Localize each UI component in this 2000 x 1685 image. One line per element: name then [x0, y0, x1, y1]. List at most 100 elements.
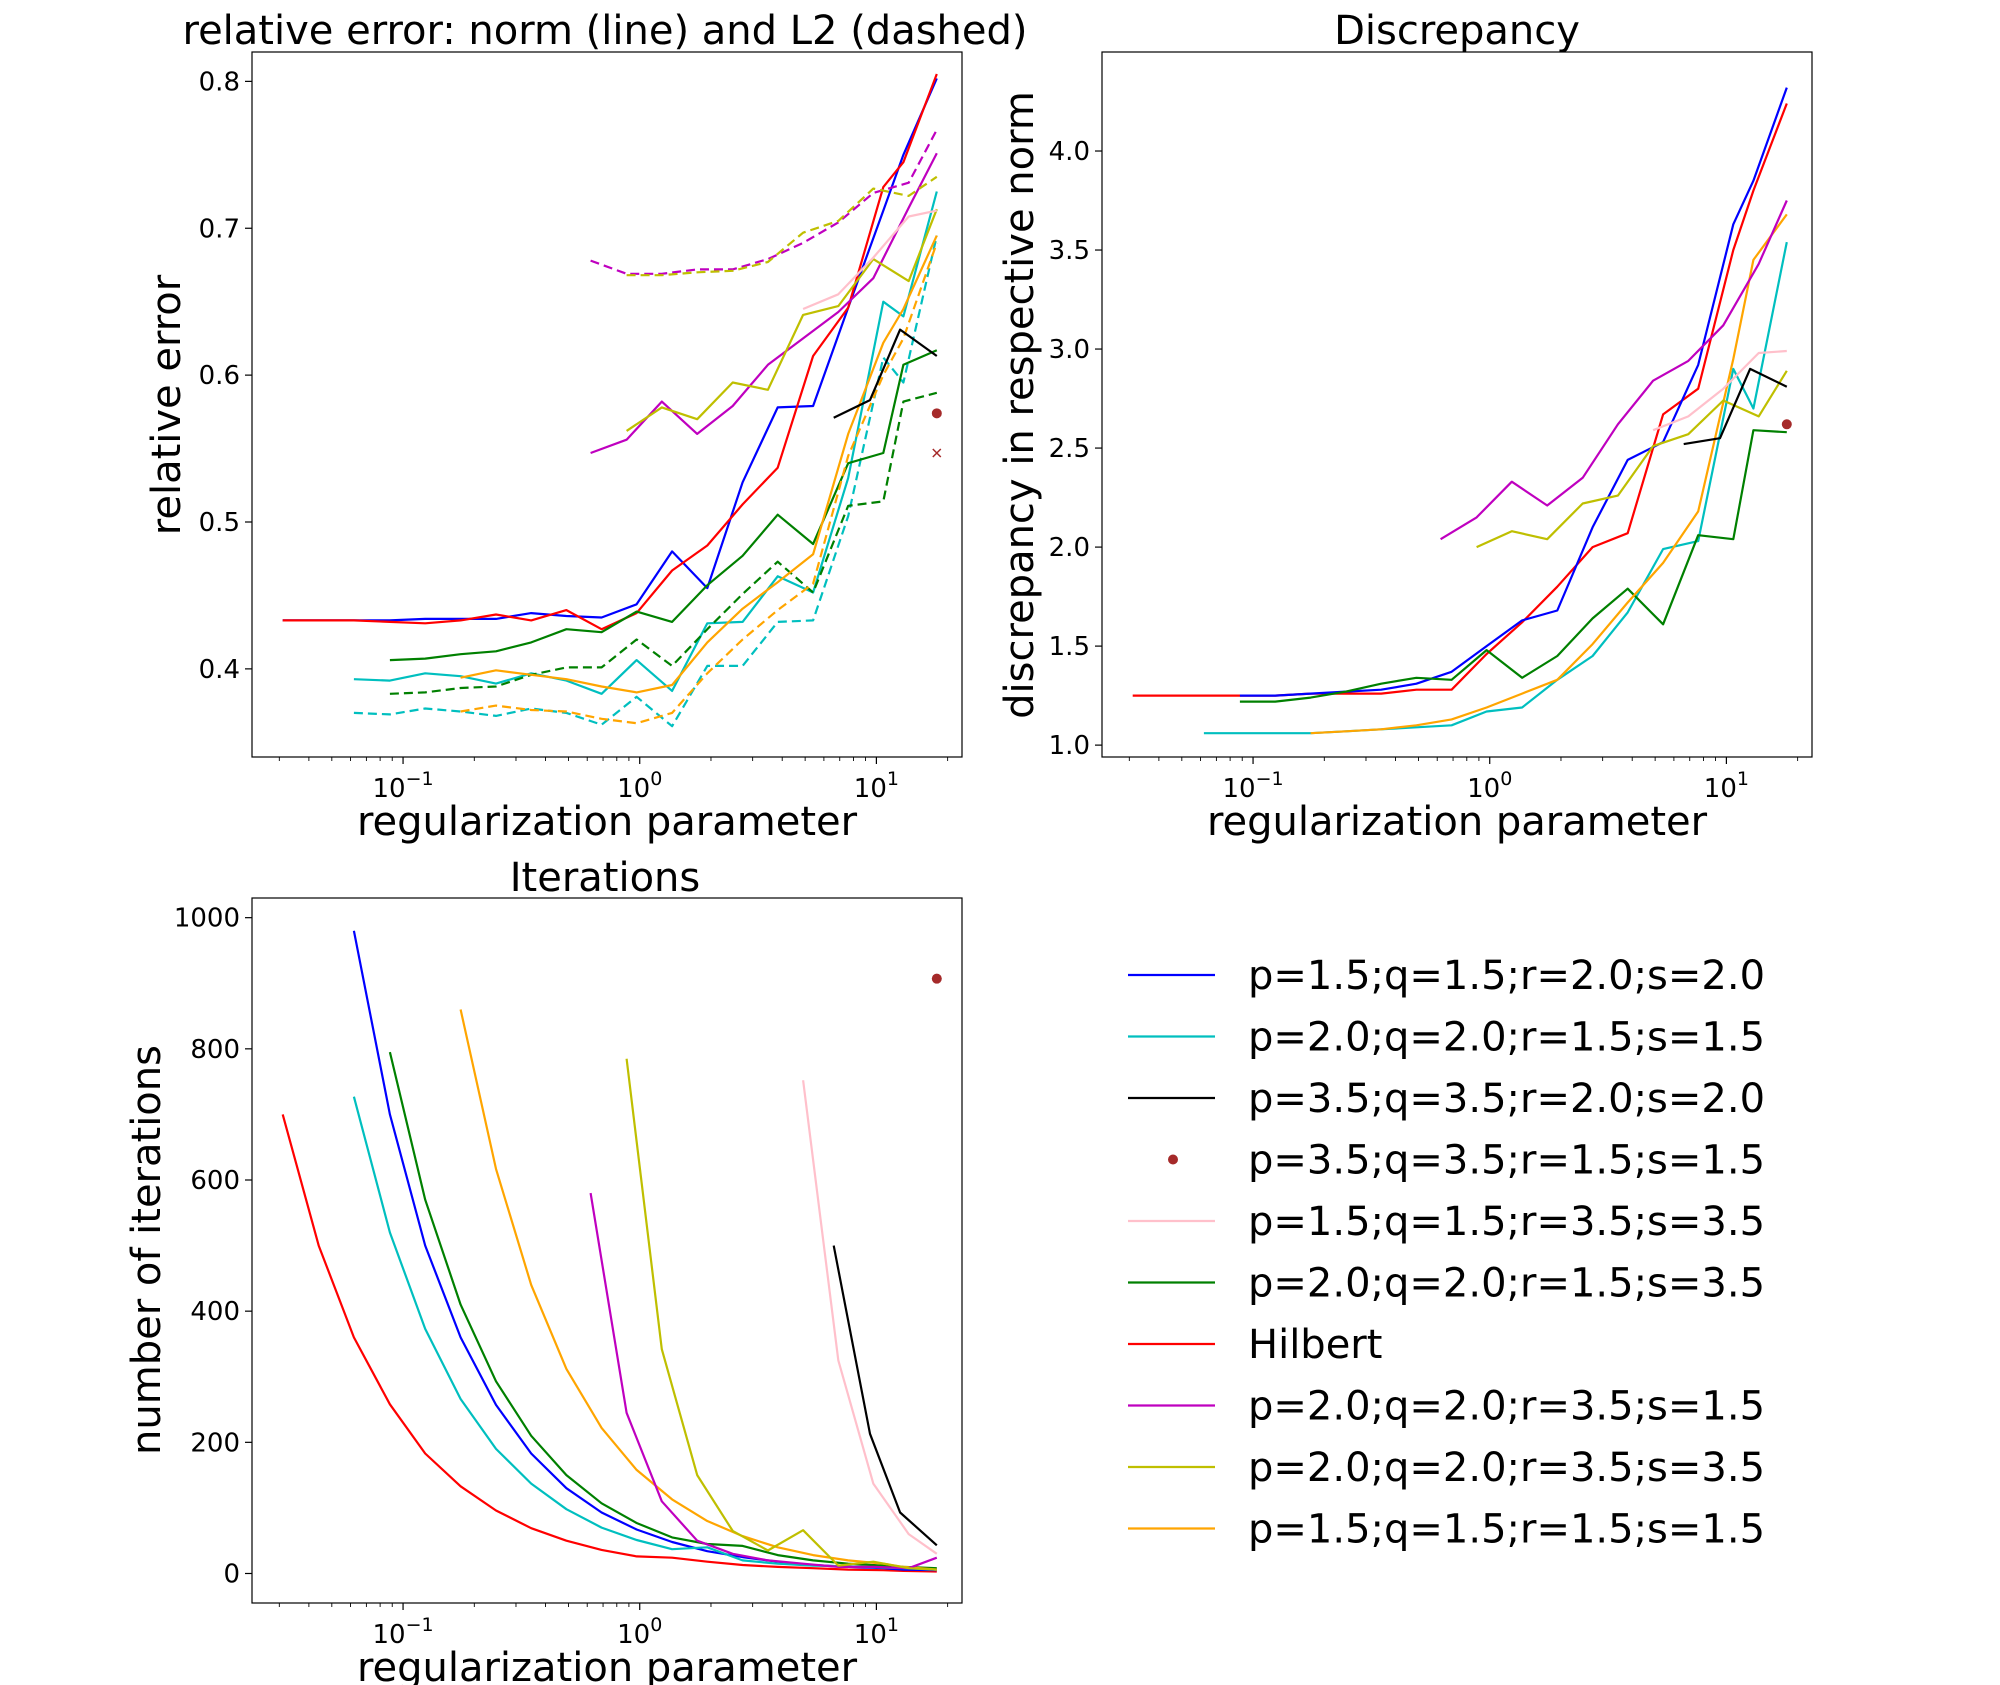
error-panel: relative error: norm (line) and L2 (dash…	[144, 8, 1028, 845]
discrepancy-xtick-label: 100	[1467, 768, 1512, 804]
discrepancy-xtick-exp: −1	[1256, 768, 1284, 790]
error-series-s_o-dashed	[460, 242, 938, 725]
discrepancy-xtick-base: 10	[1223, 774, 1256, 804]
discrepancy-ytick-label: 3.0	[1049, 335, 1090, 365]
error-series-s_g-solid	[389, 349, 938, 662]
error-ytick-label: 0.6	[199, 361, 240, 391]
error-xtick-label: 101	[854, 768, 899, 804]
legend-entry-s_b: p=1.5;q=1.5;r=2.0;s=2.0	[1128, 953, 1765, 999]
iterations-series-s_br-dot	[931, 973, 942, 984]
discrepancy-xtick-base: 10	[1704, 774, 1737, 804]
error-xtick-exp: 0	[650, 768, 662, 790]
discrepancy-ytick-label: 2.0	[1049, 533, 1090, 563]
iterations-series-s_g-solid	[388, 1051, 937, 1570]
legend-label: p=2.0;q=2.0;r=3.5;s=1.5	[1248, 1384, 1765, 1430]
iterations-xtick-exp: −1	[406, 1614, 434, 1636]
error-title: relative error: norm (line) and L2 (dash…	[183, 8, 1028, 54]
discrepancy-xtick-exp: 0	[1500, 768, 1512, 790]
discrepancy-x-label: regularization parameter	[1207, 799, 1708, 845]
legend-label: p=2.0;q=2.0;r=3.5;s=3.5	[1248, 1445, 1765, 1491]
iterations-series-s_y-solid	[625, 1058, 937, 1571]
discrepancy-ytick-label: 2.5	[1049, 434, 1090, 464]
iterations-ytick-label: 200	[190, 1428, 240, 1458]
legend-entry-s_g: p=2.0;q=2.0;r=1.5;s=3.5	[1128, 1261, 1765, 1307]
legend-entry-s_p: p=1.5;q=1.5;r=3.5;s=3.5	[1128, 1199, 1765, 1245]
discrepancy-series-s_c-solid	[1203, 241, 1788, 735]
legend-label: p=1.5;q=1.5;r=3.5;s=3.5	[1248, 1199, 1765, 1245]
error-y-label: relative error	[144, 274, 190, 535]
discrepancy-xtick-label: 101	[1704, 768, 1749, 804]
error-series-s_c-dashed	[353, 235, 938, 728]
discrepancy-series-s_g-solid	[1239, 429, 1787, 703]
error-x-label: regularization parameter	[357, 799, 858, 845]
legend-label: p=1.5;q=1.5;r=1.5;s=1.5	[1248, 1507, 1765, 1553]
iterations-series-s_r-solid	[281, 1114, 937, 1573]
iterations-title: Iterations	[510, 855, 701, 901]
legend-label: p=2.0;q=2.0;r=1.5;s=1.5	[1248, 1015, 1765, 1061]
iterations-y-label: number of iterations	[124, 1045, 170, 1455]
legend-entry-s_o: p=1.5;q=1.5;r=1.5;s=1.5	[1128, 1507, 1765, 1553]
discrepancy-ytick-label: 1.5	[1049, 632, 1090, 662]
legend: p=1.5;q=1.5;r=2.0;s=2.0 p=2.0;q=2.0;r=1.5…	[1128, 953, 1765, 1553]
legend-entry-s_r: Hilbert	[1128, 1322, 1382, 1368]
error-ytick-label: 0.8	[199, 67, 240, 97]
error-series-s_br-dot	[931, 408, 942, 419]
error-series-s_k-solid	[833, 328, 938, 419]
error-series-s_o-solid	[460, 235, 938, 694]
legend-label: p=3.5;q=3.5;r=2.0;s=2.0	[1248, 1076, 1765, 1122]
iterations-ytick-label: 0	[223, 1559, 240, 1589]
error-series-s_m-dashed	[590, 129, 938, 275]
discrepancy-series-s_y-solid	[1476, 370, 1788, 549]
iterations-axes-frame	[251, 897, 963, 1604]
discrepancy-panel: Discrepancy 1.01.52.02.53.03.54.010−1 100…	[997, 8, 1813, 845]
discrepancy-series-s_k-solid	[1683, 367, 1788, 446]
legend-label: Hilbert	[1248, 1322, 1382, 1368]
error-xtick-base: 10	[373, 774, 406, 804]
legend-entry-s_k: p=3.5;q=3.5;r=2.0;s=2.0	[1128, 1076, 1765, 1122]
error-series-s_g-dashed	[389, 391, 938, 695]
iterations-xtick-base: 10	[854, 1620, 887, 1650]
error-series-s_p-solid	[802, 209, 938, 311]
legend-entry-s_br: p=3.5;q=3.5;r=1.5;s=1.5	[1168, 1138, 1765, 1184]
error-axes-frame	[251, 51, 963, 758]
legend-marker	[1168, 1154, 1178, 1165]
iterations-xtick-label: 100	[617, 1614, 662, 1650]
error-xtick-base: 10	[854, 774, 887, 804]
error-xtick-exp: −1	[406, 768, 434, 790]
iterations-ytick-label: 1000	[174, 904, 240, 934]
iterations-xtick-exp: 0	[650, 1614, 662, 1636]
error-xtick-base: 10	[617, 774, 650, 804]
error-ytick-label: 0.5	[199, 508, 240, 538]
discrepancy-series-s_m-solid	[1440, 200, 1788, 541]
error-xtick-exp: 1	[887, 768, 899, 790]
iterations-xtick-label: 101	[854, 1614, 899, 1650]
discrepancy-axes-frame	[1101, 51, 1813, 758]
discrepancy-series-s_br-dot	[1781, 419, 1792, 430]
discrepancy-ytick-label: 3.5	[1049, 236, 1090, 266]
error-series-s_b-solid	[282, 77, 938, 622]
discrepancy-ytick-label: 4.0	[1049, 137, 1090, 167]
discrepancy-y-label: discrepancy in respective norm	[997, 91, 1043, 719]
discrepancy-xtick-label: 10−1	[1223, 768, 1284, 804]
iterations-ytick-label: 800	[190, 1035, 240, 1065]
error-ytick-label: 0.4	[199, 655, 240, 685]
error-series-s_c-solid	[353, 191, 938, 695]
iterations-series-s_p-solid	[802, 1080, 938, 1555]
legend-entry-s_y: p=2.0;q=2.0;r=3.5;s=3.5	[1128, 1445, 1765, 1491]
iterations-ytick-label: 400	[190, 1297, 240, 1327]
iterations-series-s_m-solid	[589, 1192, 938, 1570]
discrepancy-xtick-base: 10	[1467, 774, 1500, 804]
error-series-s_y-solid	[625, 208, 938, 432]
iterations-ytick-label: 600	[190, 1166, 240, 1196]
iterations-xtick-exp: 1	[887, 1614, 899, 1636]
discrepancy-series-s_o-solid	[1310, 213, 1788, 735]
iterations-series-s_k-solid	[832, 1245, 938, 1547]
legend-label: p=2.0;q=2.0;r=1.5;s=3.5	[1248, 1261, 1765, 1307]
discrepancy-title: Discrepancy	[1334, 8, 1580, 54]
legend-entry-s_m: p=2.0;q=2.0;r=3.5;s=1.5	[1128, 1384, 1765, 1430]
error-series-s_br-cross	[932, 448, 942, 458]
discrepancy-xtick-exp: 1	[1737, 768, 1749, 790]
